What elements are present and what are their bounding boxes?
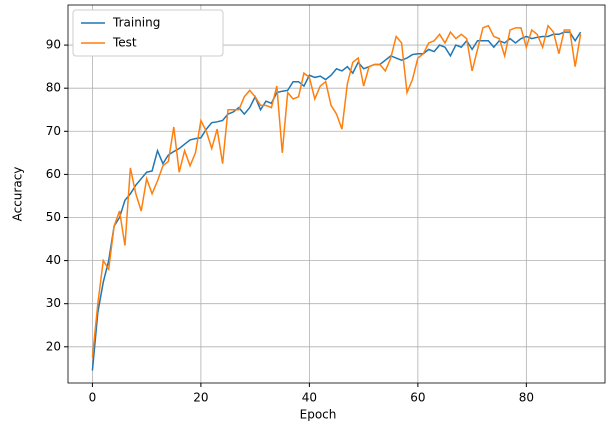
x-tick-label: 80: [519, 391, 534, 405]
y-tick-label: 20: [46, 339, 61, 353]
y-tick-label: 90: [46, 38, 61, 52]
legend-box: [72, 9, 224, 57]
plot-frame: [67, 4, 606, 384]
y-axis-label: Accuracy: [11, 167, 25, 222]
series-line: [91, 31, 582, 371]
x-axis-label: Epoch: [300, 408, 337, 422]
x-tick-label: 40: [302, 391, 317, 405]
x-tick-label: 0: [89, 391, 97, 405]
x-tick-label: 60: [410, 391, 425, 405]
legend: Training Test: [72, 9, 224, 57]
y-tick-label: 70: [46, 124, 61, 138]
x-tick-label: 20: [193, 391, 208, 405]
y-tick-label: 50: [46, 210, 61, 224]
legend-label: Test: [112, 36, 137, 50]
y-tick-label: 30: [46, 296, 61, 310]
y-tick-label: 40: [46, 253, 61, 267]
series-line: [91, 24, 582, 358]
legend-label: Training: [112, 16, 160, 30]
y-tick-label: 80: [46, 81, 61, 95]
y-tick-label: 60: [46, 167, 61, 181]
